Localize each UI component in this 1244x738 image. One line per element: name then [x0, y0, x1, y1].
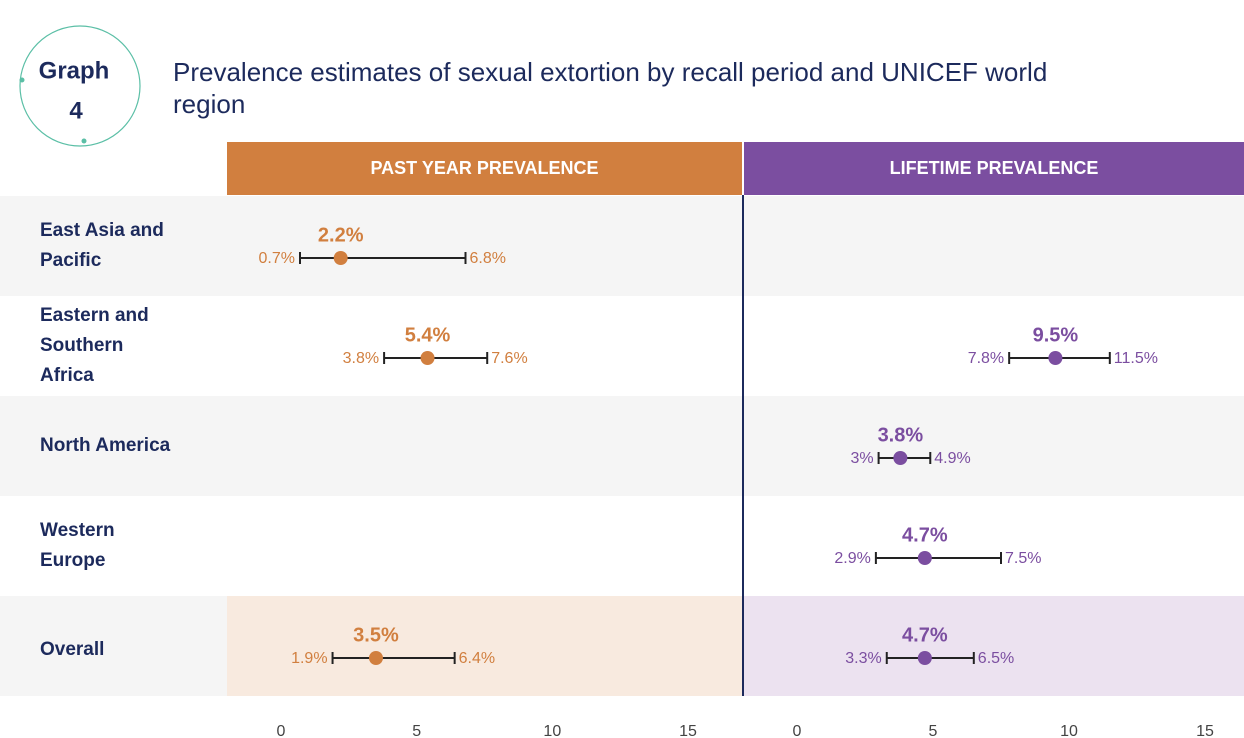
legend-label: LIFETIME PREVALENCE [890, 158, 1099, 178]
badge-number: 4 [69, 97, 83, 124]
value-label: 3.5% [353, 624, 399, 646]
point [333, 251, 348, 265]
upper-label: 6.4% [459, 650, 495, 667]
row-label: North America [40, 435, 171, 456]
x-tick-label: 5 [929, 723, 938, 738]
lower-label: 3.3% [845, 650, 881, 667]
lower-label: 1.9% [291, 650, 327, 667]
row-band [0, 396, 1244, 496]
badge-dot [19, 77, 25, 83]
row-label: Western Europe [40, 520, 115, 571]
row-band [0, 296, 1244, 396]
chart-title: Prevalence estimates of sexual extortion… [173, 57, 1048, 119]
lower-label: 3% [850, 450, 873, 467]
x-tick-label: 15 [679, 723, 697, 738]
x-tick-label: 5 [412, 723, 421, 738]
point [368, 651, 383, 665]
x-tick-label: 15 [1196, 723, 1214, 738]
x-tick-label: 0 [277, 723, 286, 738]
upper-label: 4.9% [934, 450, 970, 467]
value-label: 5.4% [405, 324, 451, 346]
upper-label: 6.8% [470, 250, 506, 267]
badge: Graph 4 [19, 25, 141, 147]
value-label: 4.7% [902, 624, 948, 646]
upper-label: 11.5% [1114, 350, 1158, 367]
lower-label: 3.8% [343, 350, 379, 367]
lower-label: 7.8% [968, 350, 1004, 367]
lower-label: 2.9% [834, 550, 870, 567]
upper-label: 7.6% [491, 350, 527, 367]
point [917, 651, 932, 665]
value-label: 9.5% [1033, 324, 1079, 346]
row-band [0, 196, 1244, 296]
upper-label: 6.5% [978, 650, 1014, 667]
badge-word: Graph [39, 57, 110, 84]
row-band [0, 496, 1244, 596]
row-band [0, 596, 1244, 696]
x-tick-label: 10 [543, 723, 561, 738]
upper-label: 7.5% [1005, 550, 1041, 567]
value-label: 2.2% [318, 224, 364, 246]
row-label: East Asia and Pacific [40, 220, 164, 271]
badge-ring [19, 25, 141, 147]
x-tick-label: 0 [793, 723, 802, 738]
panel-header [744, 142, 1244, 195]
value-label: 4.7% [902, 524, 948, 546]
panel-header [227, 142, 742, 195]
legend-label: PAST YEAR PREVALENCE [370, 158, 598, 178]
point [420, 351, 435, 365]
point [917, 551, 932, 565]
point [893, 451, 908, 465]
row-label: Eastern and Southern Africa [40, 305, 149, 386]
value-label: 3.8% [878, 424, 924, 446]
x-tick-label: 10 [1060, 723, 1078, 738]
row-highlight [227, 596, 742, 696]
row-highlight [744, 596, 1244, 696]
point [1048, 351, 1063, 365]
badge-dot [81, 138, 87, 144]
row-label: Overall [40, 639, 105, 660]
lower-label: 0.7% [259, 250, 295, 267]
